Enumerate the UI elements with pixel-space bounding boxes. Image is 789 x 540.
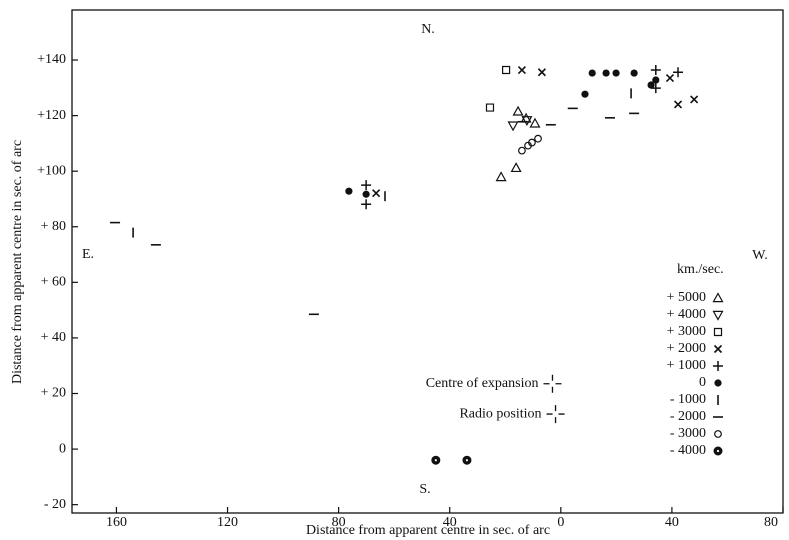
legend-label: + 2000 (667, 341, 706, 356)
legend-label: - 3000 (670, 426, 706, 441)
y-tick-label: - 20 (44, 497, 66, 512)
y-tick-label: + 60 (41, 275, 66, 290)
data-point (485, 103, 495, 112)
data-point (495, 171, 507, 182)
data-point (673, 100, 683, 109)
y-tick-label: +100 (37, 163, 66, 178)
legend-marker (713, 446, 723, 456)
data-point (665, 74, 675, 83)
data-point (612, 69, 620, 77)
data-point (512, 105, 524, 116)
legend-marker (713, 327, 723, 337)
data-point (588, 69, 596, 77)
legend-label: + 5000 (667, 290, 706, 305)
data-point (602, 69, 610, 77)
x-tick-label: 80 (332, 515, 346, 530)
y-tick-label: 0 (59, 441, 66, 456)
reference-label: Radio position (459, 406, 541, 421)
data-point (650, 65, 661, 76)
legend-label: + 4000 (667, 307, 706, 322)
legend-title: km./sec. (677, 262, 724, 277)
y-tick-label: +120 (37, 108, 66, 123)
x-tick-label: 40 (443, 515, 457, 530)
legend-label: - 1000 (670, 392, 706, 407)
x-axis-label: Distance from apparent centre in sec. of… (306, 523, 550, 538)
legend-label: - 4000 (670, 443, 706, 458)
plot-frame (71, 9, 784, 514)
data-point (652, 76, 660, 84)
data-point (528, 138, 536, 147)
reference-marker (543, 374, 562, 393)
legend-marker (714, 379, 722, 387)
data-point (507, 121, 519, 132)
legend-marker (713, 344, 723, 354)
legend-marker (714, 430, 722, 438)
legend-marker (713, 361, 723, 371)
legend-label: 0 (699, 375, 706, 390)
data-point (537, 68, 546, 77)
data-point (518, 146, 526, 155)
data-point (431, 455, 441, 465)
data-point (529, 117, 541, 128)
data-point (462, 455, 472, 465)
reference-marker (546, 405, 565, 424)
legend-label: - 2000 (670, 409, 706, 424)
x-tick-label: 120 (217, 515, 238, 530)
x-tick-label: 80 (764, 515, 778, 530)
x-tick-label: 0 (557, 515, 564, 530)
compass-east: E. (82, 247, 94, 262)
reference-label: Centre of expansion (426, 376, 539, 391)
legend-marker (712, 292, 724, 303)
data-point (647, 81, 655, 89)
compass-north: N. (421, 22, 435, 37)
data-point (510, 162, 522, 173)
legend-marker (712, 310, 724, 321)
data-point (362, 190, 370, 198)
y-tick-label: + 40 (41, 330, 66, 345)
y-axis-label: Distance from apparent centre in sec. of… (10, 140, 25, 384)
data-point (361, 199, 372, 210)
data-point (345, 187, 353, 195)
data-point (690, 95, 699, 104)
data-point (361, 180, 372, 191)
data-point (534, 134, 542, 143)
compass-south: S. (419, 482, 430, 497)
data-point (630, 69, 638, 77)
data-point (501, 65, 511, 75)
x-tick-label: 160 (106, 515, 127, 530)
data-point (372, 189, 381, 198)
data-point (581, 90, 589, 98)
legend-label: + 3000 (667, 324, 706, 339)
data-point (517, 65, 526, 75)
y-tick-label: + 80 (41, 219, 66, 234)
compass-west: W. (752, 248, 767, 263)
data-point (673, 67, 684, 78)
x-tick-label: 40 (665, 515, 679, 530)
data-point (521, 116, 533, 127)
y-tick-label: +140 (37, 52, 66, 67)
legend-label: + 1000 (667, 358, 706, 373)
y-tick-label: + 20 (41, 386, 66, 401)
